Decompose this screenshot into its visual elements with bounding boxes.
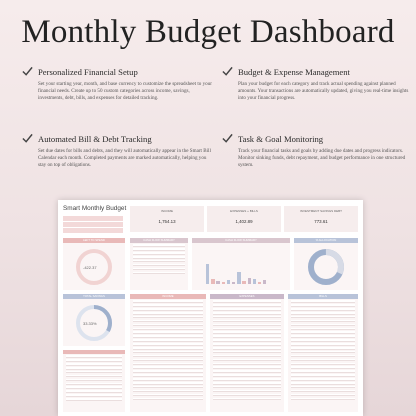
kpi-label: INVESTMENT SAVINGS DEBT	[299, 209, 343, 213]
feature-bill-debt-tracking: Automated Bill & Debt Tracking Set due d…	[22, 133, 212, 169]
panel-header: TOTAL SAVINGS	[63, 294, 125, 299]
panel-header: % ALLOCATION	[294, 238, 358, 243]
cash-flow-bars	[206, 264, 267, 284]
kpi-value: 1,402.89	[235, 219, 253, 224]
total-savings-panel: TOTAL SAVINGS 33.33%	[63, 294, 125, 346]
kpi-value: 773.61	[314, 219, 328, 224]
left-to-spend-panel: LEFT TO SPEND -422.37	[63, 238, 125, 290]
savings-donut	[76, 305, 112, 341]
kpi-value: 1,754.13	[158, 219, 176, 224]
check-icon	[222, 133, 233, 143]
kpi-label: EXPENSES + BILLS	[230, 209, 258, 213]
check-icon	[22, 66, 33, 76]
income-table-panel: INCOME	[130, 294, 206, 412]
bills-table-panel: BILLS	[288, 294, 358, 412]
feature-title: Budget & Expense Management	[238, 66, 350, 77]
expenses-table-panel: EXPENSES	[210, 294, 284, 412]
kpi-expenses-bills: EXPENSES + BILLS 1,402.89	[207, 206, 281, 232]
feature-description: Set your starting year, month, and base …	[38, 81, 212, 101]
panel-header: INCOME	[130, 294, 206, 299]
left-to-spend-donut	[76, 249, 112, 285]
feature-description: Plan your budget for each category and t…	[238, 81, 409, 101]
panel-header: EXPENSES	[210, 294, 284, 299]
transactions-panel	[63, 350, 125, 412]
panel-header: CASH FLOW SUMMARY	[130, 238, 188, 243]
left-to-spend-value: -422.37	[83, 265, 97, 270]
cash-flow-chart-panel: CASH FLOW SUMMARY	[192, 238, 290, 290]
check-icon	[222, 66, 233, 76]
allocation-donut	[308, 249, 344, 285]
spreadsheet-preview: Smart Monthly Budget INCOME 1,754.13 EXP…	[58, 200, 363, 416]
kpi-investment-savings-debt: INVESTMENT SAVINGS DEBT 773.61	[284, 206, 358, 232]
allocation-panel: % ALLOCATION	[294, 238, 358, 290]
feature-personalized-setup: Personalized Financial Setup Set your st…	[22, 66, 212, 102]
feature-title: Personalized Financial Setup	[38, 66, 138, 77]
feature-description: Set due dates for bills and debts, and t…	[38, 148, 211, 168]
kpi-label: INCOME	[161, 209, 173, 213]
panel-header: BILLS	[288, 294, 358, 299]
page-title: Monthly Budget Dashboard	[21, 14, 395, 50]
feature-budget-expense: Budget & Expense Management Plan your bu…	[222, 66, 412, 102]
check-icon	[22, 133, 33, 143]
kpi-income: INCOME 1,754.13	[130, 206, 204, 232]
feature-description: Track your financial tasks and goals by …	[238, 148, 406, 168]
panel-header: LEFT TO SPEND	[63, 238, 125, 243]
cash-flow-table-panel: CASH FLOW SUMMARY	[130, 238, 188, 290]
sheet-name: Smart Monthly Budget	[63, 205, 127, 212]
feature-title: Task & Goal Monitoring	[238, 133, 324, 144]
setup-block	[63, 216, 123, 234]
feature-title: Automated Bill & Debt Tracking	[38, 133, 152, 144]
feature-task-goal: Task & Goal Monitoring Track your financ…	[222, 133, 412, 169]
savings-percent: 33.33%	[83, 321, 97, 326]
panel-header: CASH FLOW SUMMARY	[192, 238, 290, 243]
kpi-row: INCOME 1,754.13 EXPENSES + BILLS 1,402.8…	[130, 206, 358, 232]
